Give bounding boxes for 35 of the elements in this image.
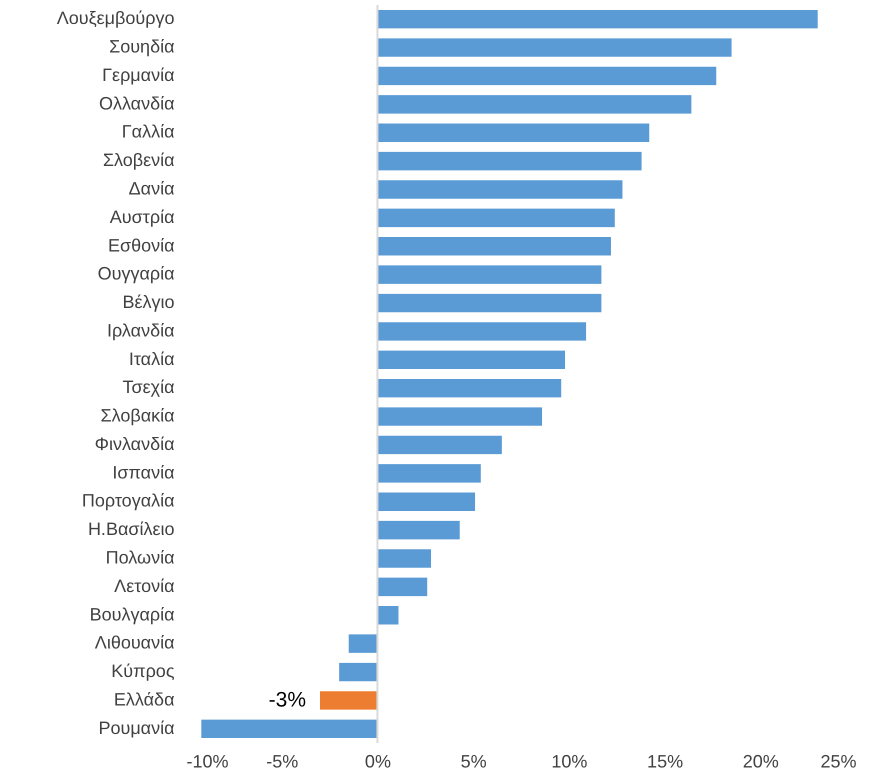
y-tick-label: Ελλάδα	[114, 689, 174, 710]
y-tick-label: Ουγγαρία	[98, 264, 174, 284]
y-tick-label: Γερμανία	[102, 64, 174, 85]
y-tick-label: Πολωνία	[106, 548, 174, 568]
x-tick-label: 10%	[551, 752, 588, 772]
y-tick-label: Τσεχία	[122, 377, 174, 398]
x-tick-label: 15%	[647, 752, 684, 772]
y-tick-label: Η.Βασίλειο	[88, 519, 174, 540]
y-tick-label: Λουξεμβούργο	[56, 8, 174, 28]
y-tick-label: Σλοβενία	[102, 150, 174, 170]
x-tick-label: 5%	[460, 752, 487, 772]
y-tick-label: Εσθονία	[108, 235, 174, 256]
y-tick-label: Ισπανία	[112, 462, 174, 482]
x-tick-label: -10%	[186, 752, 229, 772]
data-label: -3%	[268, 688, 306, 712]
y-tick-label: Ιρλανδία	[107, 320, 174, 340]
y-tick-label: Βέλγιο	[122, 292, 174, 312]
y-tick-label: Αυστρία	[110, 206, 174, 227]
y-tick-label: Λετονία	[114, 576, 174, 596]
y-tick-label: Ιταλία	[128, 348, 174, 369]
y-tick-label: Ολλανδία	[98, 93, 174, 114]
x-tick-label: 20%	[742, 752, 779, 772]
y-tick-label: Σουηδία	[109, 36, 174, 57]
y-tick-label: Κύπρος	[111, 661, 175, 682]
y-tick-label: Πορτογαλία	[82, 490, 174, 511]
x-tick-label: 0%	[364, 752, 391, 772]
y-tick-label: Γαλλία	[122, 122, 174, 142]
y-tick-label: Φινλανδία	[94, 434, 174, 454]
y-tick-label: Ρουμανία	[98, 718, 174, 738]
x-tick-label: -5%	[266, 752, 298, 772]
y-tick-label: Δανία	[128, 178, 174, 198]
y-tick-label: Βουλγαρία	[90, 604, 174, 624]
y-tick-label: Σλοβακία	[100, 406, 174, 426]
x-tick-label: 25%	[820, 752, 856, 772]
y-tick-label: Λιθουανία	[94, 632, 174, 653]
